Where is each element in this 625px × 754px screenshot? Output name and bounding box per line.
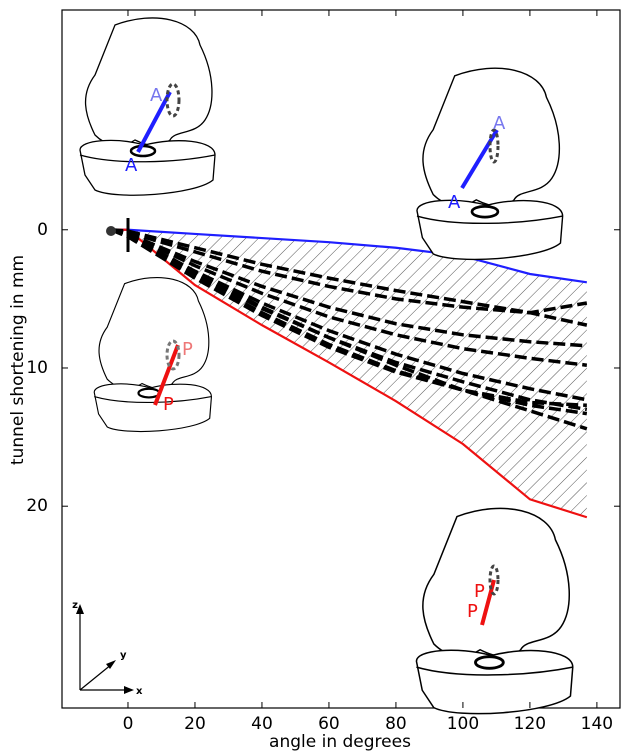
glyph-label: x	[136, 686, 143, 697]
x-tick-label: 40	[251, 714, 273, 734]
x-tick-label: 140	[581, 714, 613, 734]
x-tick-label: 60	[318, 714, 340, 734]
x-tick-label: 20	[184, 714, 206, 734]
plot-area	[110, 228, 588, 519]
annotation: A	[448, 192, 461, 213]
series-line	[110, 228, 588, 367]
series-line	[111, 228, 588, 327]
annotation: P	[474, 581, 485, 602]
y-tick-label: 10	[26, 358, 48, 378]
annotation: P	[467, 601, 478, 622]
series-line	[111, 228, 588, 284]
tunnel	[165, 82, 181, 118]
orientation-glyph: z y x	[72, 600, 143, 697]
y-axis-label: tunnel shortening in mm	[8, 255, 28, 465]
x-tick-label: 120	[514, 714, 546, 734]
ligament	[136, 91, 172, 153]
tunnel	[488, 128, 500, 164]
x-tick-label: 0	[123, 714, 134, 734]
annotation: A	[125, 155, 138, 176]
origin-dot	[106, 226, 116, 236]
knee-drawing	[415, 66, 565, 262]
knee-drawing	[92, 276, 213, 433]
tunnel	[165, 339, 181, 371]
ligament	[153, 344, 180, 406]
glyph-label: z	[72, 600, 78, 611]
annotation: A	[150, 85, 163, 106]
tunnel	[488, 564, 500, 596]
annotation: P	[163, 394, 174, 415]
annotation: A	[493, 113, 506, 134]
knee-drawing	[78, 16, 217, 197]
knee-drawing	[414, 506, 575, 716]
annotation: P	[182, 339, 193, 360]
series-line	[110, 228, 588, 431]
x-tick-label: 80	[385, 714, 407, 734]
glyph-label: y	[120, 650, 127, 661]
x-tick-label: 100	[447, 714, 479, 734]
plot-frame	[61, 9, 621, 709]
y-tick-label: 20	[26, 496, 48, 516]
knee-illustrations: A A A A P P P P	[78, 16, 575, 716]
ligament	[460, 128, 499, 190]
series-line	[110, 228, 588, 315]
series-line	[110, 228, 587, 408]
x-axis-label: angle in degrees	[269, 732, 411, 752]
y-tick-label: 0	[37, 220, 48, 240]
